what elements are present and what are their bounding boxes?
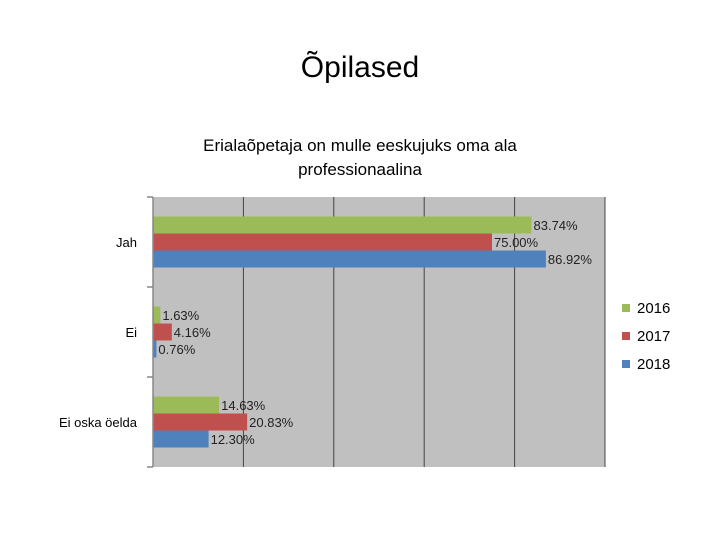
legend-item-2017: 2017	[622, 322, 712, 350]
data-label: 0.76%	[158, 342, 195, 357]
data-label: 83.74%	[534, 218, 579, 233]
data-label: 75.00%	[494, 235, 539, 250]
bar	[153, 430, 209, 448]
legend-label-2017: 2017	[637, 327, 671, 345]
chart-title: Erialaõpetaja on mulle eeskujuks oma ala…	[203, 136, 517, 179]
data-label: 86.92%	[548, 252, 593, 267]
value-labels: 83.74% 75.00% 86.92% 1.63% 4.16% 0.76% 14.63% 2…	[158, 218, 592, 447]
bar	[153, 233, 492, 251]
bar	[153, 413, 248, 431]
category-labels: Jah Ei Ei oska öelda	[59, 235, 138, 430]
category-label: Ei	[125, 325, 137, 340]
bar	[153, 323, 172, 341]
data-label: 12.30%	[211, 432, 256, 447]
legend-item-2016: 2016	[622, 294, 712, 322]
bar	[153, 396, 220, 414]
legend-swatch-2016	[622, 304, 630, 312]
data-label: 14.63%	[221, 398, 266, 413]
legend: 2016 2017 2018	[622, 294, 712, 378]
bar	[153, 306, 161, 324]
data-label: 20.83%	[249, 415, 294, 430]
legend-label-2016: 2016	[637, 299, 671, 317]
bar	[153, 340, 157, 358]
category-label: Ei oska öelda	[59, 415, 138, 430]
bar	[153, 250, 546, 268]
legend-swatch-2017	[622, 332, 630, 340]
axis	[147, 196, 154, 468]
slide-title: Õpilased	[300, 51, 420, 84]
legend-swatch-2018	[622, 360, 630, 368]
category-label: Jah	[116, 235, 137, 250]
legend-label-2018: 2018	[637, 355, 671, 373]
bars	[153, 216, 546, 448]
data-label: 1.63%	[162, 308, 199, 323]
data-label: 4.16%	[174, 325, 211, 340]
legend-item-2018: 2018	[622, 350, 712, 378]
bar	[153, 216, 532, 234]
